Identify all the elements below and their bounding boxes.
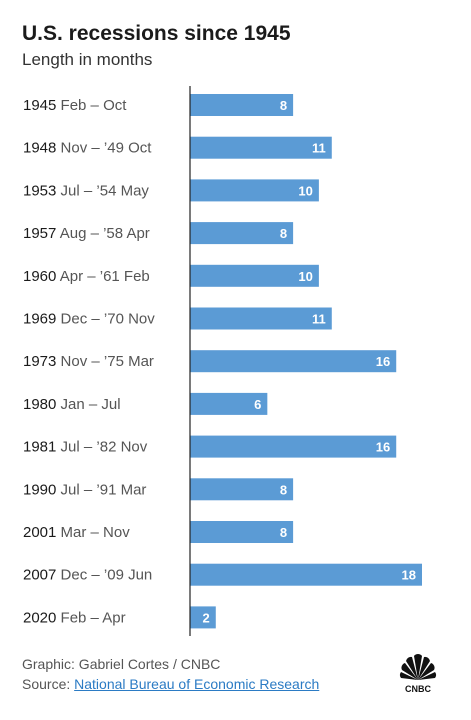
bar	[190, 264, 319, 287]
category-year: 1953	[23, 182, 61, 199]
source-prefix: Source:	[22, 676, 75, 692]
category-range: Jul – ’82 Nov	[61, 439, 148, 456]
bar	[190, 350, 397, 373]
category-range: Mar – Nov	[61, 524, 131, 541]
category-label: 1980 Jan – Jul	[23, 396, 121, 413]
bar	[190, 222, 294, 245]
source-link[interactable]: National Bureau of Economic Research	[74, 676, 320, 692]
data-label: 11	[312, 141, 326, 156]
bar	[190, 136, 332, 159]
category-range: Jul – ’91 Mar	[61, 481, 147, 498]
category-label: 1948 Nov – ’49 Oct	[23, 140, 152, 157]
category-label: 1981 Jul – ’82 Nov	[23, 439, 148, 456]
data-label: 8	[280, 482, 287, 497]
category-label: 1969 Dec – ’70 Nov	[23, 311, 155, 328]
category-label: 1960 Apr – ’61 Feb	[23, 268, 150, 285]
category-year: 1980	[23, 396, 61, 413]
data-label: 18	[402, 568, 416, 583]
category-range: Apr – ’61 Feb	[60, 268, 150, 285]
data-label: 10	[298, 269, 312, 284]
data-label: 6	[254, 397, 261, 412]
data-label: 8	[280, 525, 287, 540]
category-year: 1981	[23, 439, 61, 456]
category-label: 2020 Feb – Apr	[23, 609, 126, 626]
bar	[190, 94, 294, 116]
category-year: 1945	[23, 97, 61, 114]
category-label: 1990 Jul – ’91 Mar	[23, 481, 146, 498]
svg-text:CNBC: CNBC	[405, 684, 431, 694]
chart-subtitle: Length in months	[22, 50, 153, 69]
source-line: Source: National Bureau of Economic Rese…	[22, 676, 319, 692]
data-label: 11	[312, 312, 326, 327]
data-label: 8	[280, 98, 287, 113]
category-range: Dec – ’70 Nov	[61, 311, 156, 328]
category-range: Dec – ’09 Jun	[61, 567, 153, 584]
bar	[190, 563, 422, 586]
cnbc-peacock-logo: CNBC	[400, 654, 436, 694]
category-range: Nov – ’75 Mar	[61, 353, 154, 370]
data-label: 2	[203, 610, 210, 625]
chart-title: U.S. recessions since 1945	[22, 22, 291, 45]
category-year: 1990	[23, 481, 61, 498]
data-label: 10	[298, 183, 312, 198]
data-label: 16	[376, 440, 390, 455]
category-range: Nov – ’49 Oct	[61, 140, 153, 157]
category-year: 2001	[23, 524, 61, 541]
data-label: 8	[280, 226, 287, 241]
category-range: Aug – ’58 Apr	[60, 225, 150, 242]
graphic-credit: Graphic: Gabriel Cortes / CNBC	[22, 656, 221, 672]
category-label: 1953 Jul – ’54 May	[23, 182, 149, 199]
bar	[190, 521, 294, 543]
category-year: 1973	[23, 353, 61, 370]
bar	[190, 392, 268, 415]
category-label: 1957 Aug – ’58 Apr	[23, 225, 150, 242]
category-year: 1948	[23, 140, 61, 157]
category-year: 1960	[23, 268, 60, 285]
category-range: Jan – Jul	[61, 396, 121, 413]
category-range: Feb – Apr	[61, 609, 126, 626]
category-label: 1945 Feb – Oct	[23, 97, 127, 114]
bar-chart: 1945 Feb – Oct 8 1948 Nov – ’49 Oct 11 1953 …	[23, 86, 422, 636]
bar	[190, 179, 319, 202]
category-year: 1957	[23, 225, 60, 242]
category-label: 2007 Dec – ’09 Jun	[23, 567, 152, 584]
category-range: Jul – ’54 May	[61, 182, 150, 199]
category-year: 1969	[23, 311, 61, 328]
category-label: 1973 Nov – ’75 Mar	[23, 353, 154, 370]
bar	[190, 606, 216, 629]
bar	[190, 307, 332, 330]
data-label: 16	[376, 354, 390, 369]
category-year: 2007	[23, 567, 61, 584]
bar	[190, 435, 397, 458]
category-range: Feb – Oct	[61, 97, 128, 114]
category-label: 2001 Mar – Nov	[23, 524, 130, 541]
category-year: 2020	[23, 609, 61, 626]
bar	[190, 478, 294, 501]
